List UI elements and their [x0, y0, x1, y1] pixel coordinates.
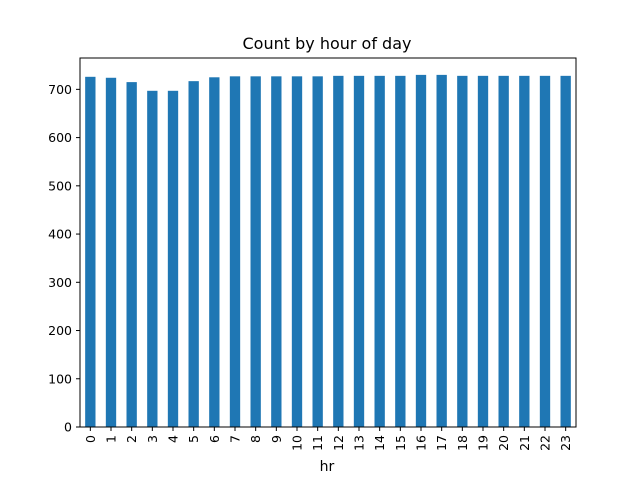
x-tick-label: 20 [496, 435, 511, 451]
y-tick-label: 400 [48, 227, 72, 242]
bar [105, 77, 117, 427]
x-tick-label: 15 [393, 435, 408, 451]
bar [353, 75, 365, 428]
bar [477, 75, 489, 428]
x-tick-label: 6 [207, 435, 222, 443]
bar [519, 75, 530, 428]
bar [312, 76, 323, 428]
x-tick-label: 11 [310, 435, 325, 451]
x-tick-label: 19 [476, 435, 491, 451]
bar [271, 76, 282, 428]
bar [188, 81, 199, 427]
bar [229, 76, 241, 428]
y-tick-label: 200 [48, 323, 72, 338]
bar [250, 76, 261, 428]
x-tick-label: 12 [331, 435, 346, 451]
bar [85, 76, 96, 427]
y-tick-label: 300 [48, 275, 72, 290]
x-tick-label: 17 [434, 435, 449, 451]
axes-frame [79, 57, 577, 428]
bar [167, 90, 179, 428]
x-tick-label: 0 [83, 435, 98, 443]
x-tick-label: 4 [166, 435, 181, 443]
x-tick-label: 1 [104, 435, 119, 443]
x-tick-label: 21 [517, 435, 532, 451]
bar [333, 75, 344, 428]
bar [395, 75, 406, 428]
bar [498, 75, 509, 428]
y-tick-label: 500 [48, 178, 72, 193]
bar [374, 75, 385, 428]
x-tick-label: 13 [352, 435, 367, 451]
x-tick-label: 5 [186, 435, 201, 443]
x-tick-label: 9 [269, 435, 284, 443]
x-tick-label: 8 [248, 435, 263, 443]
x-axis-label: hr [320, 459, 335, 475]
x-tick-label: 10 [290, 435, 305, 451]
y-tick-label: 600 [48, 130, 72, 145]
x-tick-label: 2 [124, 435, 139, 443]
bar [126, 82, 137, 427]
y-tick-label: 100 [48, 371, 72, 386]
bar [291, 76, 303, 428]
bar [436, 74, 447, 427]
bar [539, 75, 551, 428]
bar [457, 75, 468, 428]
x-tick-label: 23 [558, 435, 573, 451]
bar [209, 77, 220, 427]
y-tick-label: 0 [64, 420, 72, 435]
x-tick-label: 7 [228, 435, 243, 443]
x-tick-label: 22 [538, 435, 553, 451]
x-tick-label: 16 [414, 435, 429, 451]
bar [415, 74, 427, 427]
bar [560, 75, 571, 428]
x-tick-label: 14 [372, 435, 387, 451]
x-tick-label: 18 [455, 435, 470, 451]
x-tick-label: 3 [145, 435, 160, 443]
chart-title: Count by hour of day [243, 34, 412, 53]
bar [147, 90, 158, 428]
y-tick-label: 700 [48, 82, 72, 97]
